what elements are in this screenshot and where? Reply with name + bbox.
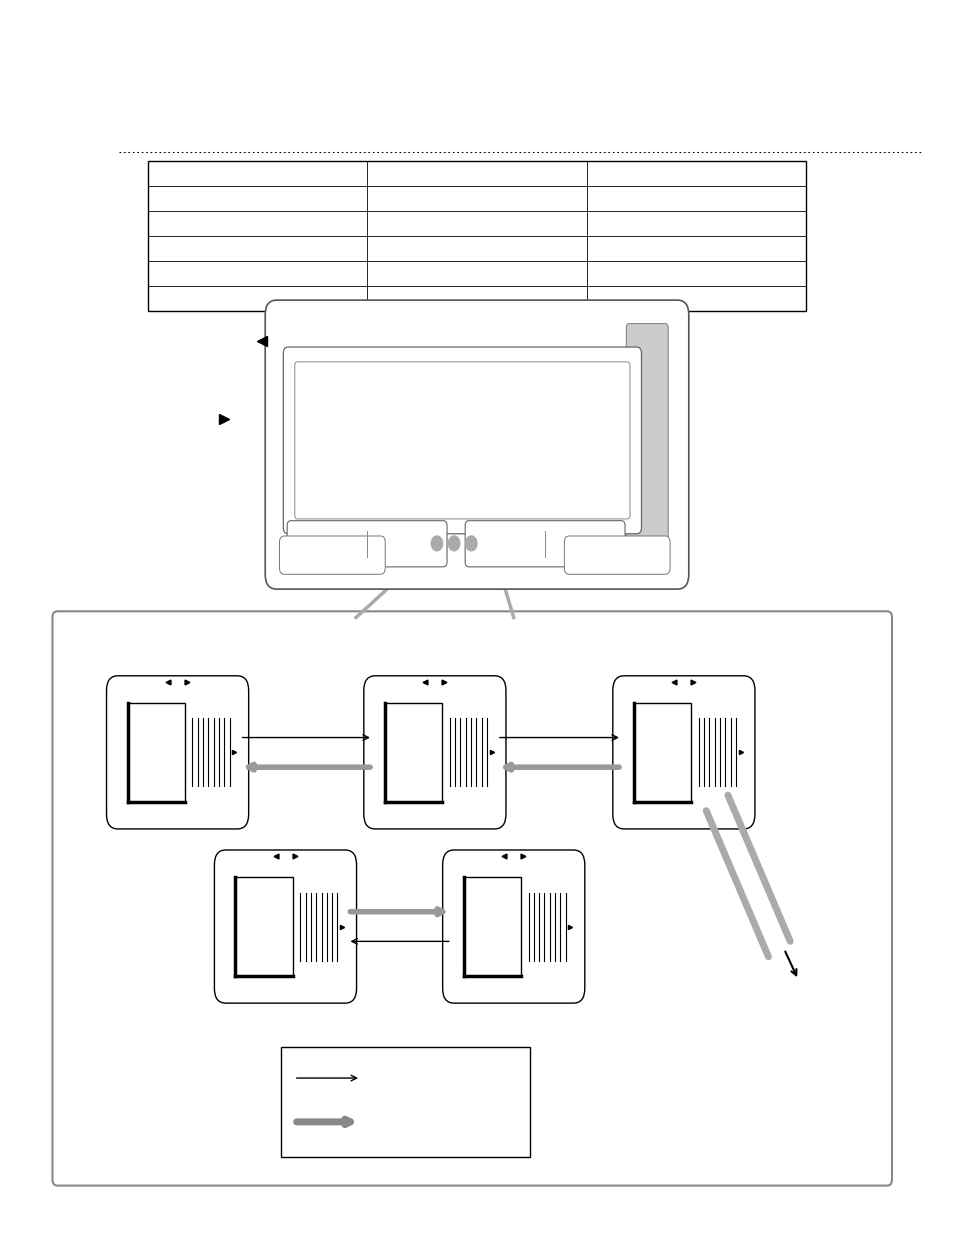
FancyBboxPatch shape xyxy=(612,676,754,829)
FancyBboxPatch shape xyxy=(265,300,688,589)
Bar xyxy=(148,161,805,311)
FancyBboxPatch shape xyxy=(107,676,249,829)
FancyBboxPatch shape xyxy=(363,676,505,829)
FancyBboxPatch shape xyxy=(564,536,669,574)
FancyBboxPatch shape xyxy=(465,521,624,567)
FancyBboxPatch shape xyxy=(214,850,356,1003)
FancyBboxPatch shape xyxy=(283,347,640,534)
Bar xyxy=(633,703,690,802)
Bar xyxy=(463,877,520,976)
Circle shape xyxy=(448,536,459,551)
FancyBboxPatch shape xyxy=(294,362,629,519)
FancyBboxPatch shape xyxy=(442,850,584,1003)
Circle shape xyxy=(431,536,442,551)
Circle shape xyxy=(465,536,476,551)
FancyBboxPatch shape xyxy=(626,324,667,566)
Bar xyxy=(281,1047,530,1157)
FancyBboxPatch shape xyxy=(287,521,447,567)
FancyBboxPatch shape xyxy=(52,611,891,1186)
FancyBboxPatch shape xyxy=(279,536,385,574)
Bar xyxy=(128,703,185,802)
Bar xyxy=(235,877,293,976)
Bar xyxy=(384,703,441,802)
